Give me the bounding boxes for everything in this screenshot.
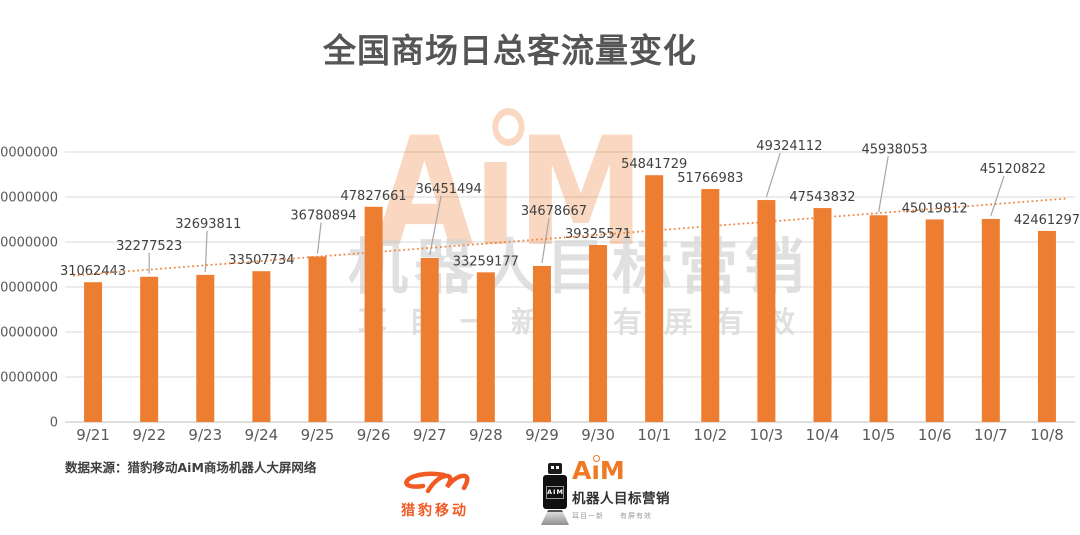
y-tick-label: 0 bbox=[50, 416, 58, 431]
bar bbox=[308, 256, 327, 422]
bar bbox=[532, 265, 551, 422]
x-tick-label: 9/23 bbox=[188, 426, 222, 444]
leader-line bbox=[765, 152, 781, 198]
aim-logo: AıM 机器人目标营销 耳目一新 有屏有效 bbox=[572, 455, 670, 521]
leader-line bbox=[316, 222, 322, 254]
robot-body: AIM bbox=[543, 475, 567, 509]
y-tick-label: 60000000 bbox=[0, 146, 58, 161]
leader-line bbox=[204, 230, 208, 272]
bar bbox=[589, 245, 608, 422]
bar bbox=[420, 257, 439, 422]
trendline bbox=[72, 197, 1068, 277]
x-tick-label: 9/27 bbox=[413, 426, 447, 444]
x-tick-label: 9/26 bbox=[357, 426, 391, 444]
x-tick-label: 9/21 bbox=[76, 426, 110, 444]
leader-line bbox=[990, 175, 1005, 217]
x-tick-label: 10/2 bbox=[693, 426, 727, 444]
bar bbox=[196, 274, 215, 422]
bar bbox=[757, 200, 776, 422]
bar-value-label: 33259177 bbox=[453, 254, 519, 269]
y-tick-label: 20000000 bbox=[0, 326, 58, 341]
bar-value-label: 45120822 bbox=[980, 162, 1046, 177]
bar-value-label: 47543832 bbox=[789, 190, 855, 205]
x-tick-label: 10/8 bbox=[1030, 426, 1064, 444]
aim-brand: AıM bbox=[572, 455, 625, 485]
y-tick-label: 40000000 bbox=[0, 236, 58, 251]
bar bbox=[140, 276, 159, 422]
bar bbox=[364, 206, 383, 422]
leader-line bbox=[878, 156, 889, 213]
x-tick-label: 10/4 bbox=[806, 426, 840, 444]
bar bbox=[869, 215, 888, 422]
x-tick-label: 10/1 bbox=[637, 426, 671, 444]
bar-value-label: 39325571 bbox=[565, 227, 631, 242]
y-tick-label: 10000000 bbox=[0, 371, 58, 386]
bar bbox=[1037, 230, 1056, 422]
bar-value-label: 47827661 bbox=[341, 189, 407, 204]
bar-value-label: 34678667 bbox=[521, 204, 587, 219]
bar bbox=[476, 272, 495, 422]
bar-value-label: 45019812 bbox=[902, 201, 968, 216]
robot-eye-icon bbox=[556, 466, 559, 469]
bar bbox=[925, 219, 944, 422]
leader-line bbox=[541, 217, 550, 264]
x-tick-label: 9/22 bbox=[132, 426, 166, 444]
bar-value-label: 51766983 bbox=[677, 171, 743, 186]
bar-value-label: 31062443 bbox=[60, 264, 126, 279]
x-tick-label: 9/30 bbox=[581, 426, 615, 444]
chart-title: 全国商场日总客流量变化 bbox=[323, 31, 697, 70]
aim-slogan-left: 耳目一新 bbox=[572, 511, 604, 520]
leader-line bbox=[429, 195, 442, 256]
y-tick-label: 50000000 bbox=[0, 191, 58, 206]
x-tick-label: 9/25 bbox=[301, 426, 335, 444]
bar bbox=[981, 218, 1000, 422]
aim-robot-icon: AIM bbox=[541, 463, 569, 525]
aim-logo-slogan: 耳目一新 有屏有效 bbox=[572, 511, 670, 521]
bar-value-label: 32277523 bbox=[116, 239, 182, 254]
robot-base bbox=[541, 510, 569, 525]
bar-value-label: 45938053 bbox=[862, 142, 928, 157]
aim-slogan-right: 有屏有效 bbox=[620, 511, 652, 520]
bar bbox=[645, 175, 664, 422]
x-tick-label: 10/7 bbox=[974, 426, 1008, 444]
aim-logo-title: 机器人目标营销 bbox=[572, 490, 670, 507]
robot-body-label: AIM bbox=[546, 486, 564, 499]
cheetah-logo-label: 猎豹移动 bbox=[401, 503, 469, 519]
x-tick-label: 9/28 bbox=[469, 426, 503, 444]
bar-value-label: 42461297 bbox=[1014, 213, 1080, 228]
bar-value-label: 49324112 bbox=[756, 139, 822, 154]
bar bbox=[84, 282, 103, 422]
bar bbox=[252, 271, 271, 422]
cheetah-swoosh-icon bbox=[404, 471, 470, 494]
x-tick-label: 9/24 bbox=[245, 426, 279, 444]
aim-ring-icon bbox=[592, 455, 600, 462]
bar-value-label: 36451494 bbox=[416, 182, 482, 197]
robot-eye-icon bbox=[551, 466, 554, 469]
y-tick-label: 30000000 bbox=[0, 281, 58, 296]
cheetah-mobile-logo: 猎豹移动 bbox=[398, 470, 472, 520]
x-tick-label: 10/5 bbox=[862, 426, 896, 444]
bar-value-label: 32693811 bbox=[175, 217, 241, 232]
bar bbox=[813, 208, 832, 422]
bar bbox=[701, 189, 720, 422]
x-tick-label: 9/29 bbox=[525, 426, 559, 444]
bar-value-label: 36780894 bbox=[290, 208, 356, 223]
data-source-note: 数据来源：猎豹移动AiM商场机器人大屏网络 bbox=[65, 460, 317, 475]
x-tick-label: 10/6 bbox=[918, 426, 952, 444]
x-tick-label: 10/3 bbox=[750, 426, 784, 444]
bar-value-label: 54841729 bbox=[621, 157, 687, 172]
robot-head bbox=[548, 463, 562, 474]
